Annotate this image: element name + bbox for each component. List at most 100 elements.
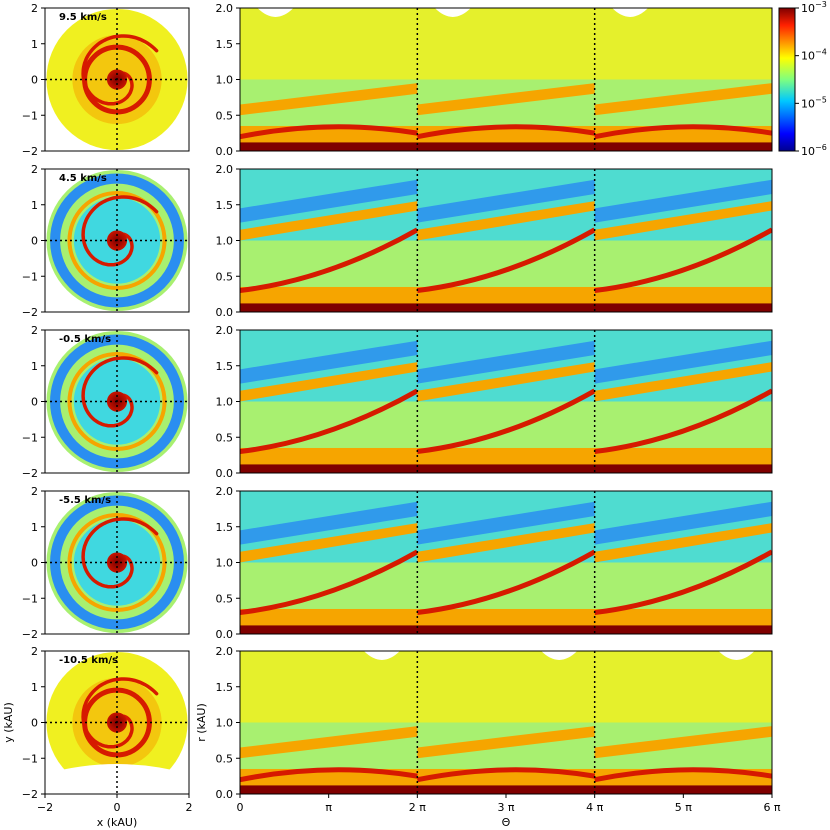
y-tick-label: 2.0 (216, 2, 234, 15)
x-tick-label: π (325, 801, 332, 814)
empty-region (45, 764, 189, 794)
y-tick-label: 1 (31, 38, 38, 51)
y-tick-label: 1.0 (216, 396, 234, 409)
upper-band (240, 651, 772, 723)
empty-region (541, 651, 578, 660)
core-band (240, 142, 772, 151)
y-tick-label: 1 (31, 521, 38, 534)
outer-stripe (594, 340, 772, 384)
spiral-trace (240, 227, 419, 294)
spiral-arm (81, 677, 159, 749)
y-tick-label: 1 (31, 681, 38, 694)
row-3: -0.5 km/s −2 −1 0 1 2 0.0 0.5 1.0 1.5 2.0 (22, 324, 773, 480)
empty-region (363, 651, 400, 660)
y-tick-label: 2 (31, 485, 38, 498)
y-tick-label: 1.0 (216, 235, 234, 248)
y-tick-label: 2.0 (216, 163, 234, 176)
orange-stripe (240, 83, 418, 116)
y-tick-label: 0 (31, 717, 38, 730)
colorbar-tick-exponent: −4 (815, 48, 827, 57)
spiral-arm (81, 195, 159, 267)
orange-stripe (240, 726, 418, 759)
spiral-trace (416, 767, 596, 783)
outer-stripe (594, 179, 772, 223)
velocity-label: 9.5 km/s (59, 12, 107, 23)
empty-region (45, 8, 85, 23)
orange-stripe (594, 362, 772, 402)
x-tick-label: 5 π (675, 801, 692, 814)
spiral-arm (81, 356, 159, 428)
orange-stripe (417, 362, 595, 402)
y-tick-label: 0.5 (216, 431, 234, 444)
empty-region (257, 8, 294, 17)
orange-stripe (417, 83, 595, 116)
y-tick-label: 1.5 (216, 360, 234, 373)
spiral-trace (594, 124, 772, 140)
x-tick-label: 0 (237, 801, 244, 814)
spiral-trace (594, 227, 772, 294)
core-band (240, 625, 772, 634)
spiral-arm (81, 517, 159, 589)
outer-stripe (594, 501, 772, 545)
orange-stripe (417, 201, 595, 241)
outer-stripe (417, 501, 595, 545)
colorbar-tick-base: 10 (801, 50, 815, 63)
spiral-trace (240, 124, 418, 140)
y-tick-label: −2 (22, 467, 38, 480)
y-tick-label: 0.5 (216, 592, 234, 605)
y-tick-label: 0.5 (216, 109, 234, 122)
outer-stripe (417, 340, 595, 384)
outer-stripe (240, 179, 418, 223)
spiral-trace (594, 767, 772, 783)
y-axis-label: r (kAU) (195, 703, 208, 742)
y-tick-label: −1 (22, 270, 38, 283)
polar-panel: 0.0 0.5 1.0 1.5 2.0 (216, 2, 773, 158)
x-tick-label: 2 (186, 801, 193, 814)
y-tick-label: 1.0 (216, 74, 234, 87)
orange-stripe (240, 362, 418, 402)
face-on-panel: -0.5 km/s −2 −1 0 1 2 (22, 324, 190, 480)
y-tick-label: 0.5 (216, 270, 234, 283)
y-tick-label: −2 (22, 628, 38, 641)
core-band (240, 303, 772, 312)
polar-panel: 0.0 0.5 1.0 1.5 2.0 (216, 485, 773, 641)
face-on-panel: -5.5 km/s −2 −1 0 1 2 (22, 485, 190, 641)
y-tick-label: 2.0 (216, 485, 234, 498)
y-axis-label: y (kAU) (2, 702, 15, 743)
x-tick-label: 3 π (497, 801, 514, 814)
core-band (240, 464, 772, 473)
orange-ring (67, 190, 167, 291)
velocity-label: -5.5 km/s (59, 495, 111, 506)
y-tick-label: −1 (22, 431, 38, 444)
polar-panel: 0.0 0.5 1.0 1.5 2.0 (216, 163, 773, 319)
outer-stripe (417, 179, 595, 223)
face-on-panel: 4.5 km/s −2 −1 0 1 2 (22, 163, 190, 319)
y-tick-label: 1 (31, 199, 38, 212)
y-tick-label: 1 (31, 360, 38, 373)
spiral-trace (240, 388, 419, 455)
x-tick-label: 2 π (409, 801, 426, 814)
face-on-panel: -10.5 km/s −2 −1 0 1 2 (22, 645, 190, 801)
y-tick-label: 1.5 (216, 521, 234, 534)
y-tick-label: 0 (31, 235, 38, 248)
spiral-trace (594, 388, 772, 455)
spiral-trace (417, 549, 596, 616)
polar-panel: 0.0 0.5 1.0 1.5 2.0 (216, 324, 773, 480)
y-tick-label: −2 (22, 788, 38, 801)
y-tick-label: −1 (22, 752, 38, 765)
outer-stripe (240, 501, 418, 545)
colorbar-tick-base: 10 (801, 97, 815, 110)
row-2: 4.5 km/s −2 −1 0 1 2 0.0 0.5 1.0 1.5 2.0 (22, 163, 773, 319)
y-tick-label: 1.5 (216, 38, 234, 51)
y-tick-label: 0 (31, 74, 38, 87)
colorbar-tick-label: 10−6 (801, 143, 827, 158)
y-tick-label: 0 (31, 557, 38, 570)
face-on-panel: 9.5 km/s −2 −1 0 1 2 (22, 2, 190, 158)
colorbar-tick-exponent: −3 (815, 0, 827, 9)
spiral-trace (416, 124, 596, 140)
empty-region (718, 651, 755, 660)
colorbar-tick-label: 10−5 (801, 95, 827, 110)
orange-stripe (594, 83, 772, 116)
orange-stripe (594, 726, 772, 759)
